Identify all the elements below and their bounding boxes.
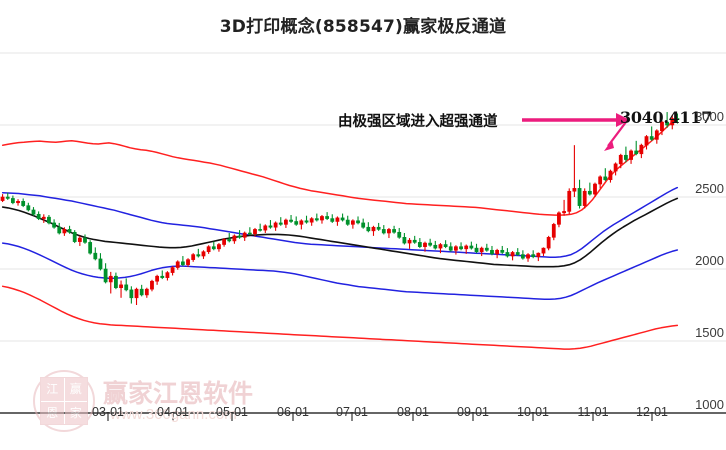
annotation-label: 由极强区域进入超强通道 [338,114,498,130]
y-axis-tick-label: 3000 [695,109,724,124]
watermark-brand: 赢家江恩软件 [103,379,254,408]
x-axis-tick-label: 10-01 [517,405,549,419]
current-price-label: 3040.4117 [620,108,712,127]
y-axis-tick-label: 2000 [695,253,724,268]
x-axis-tick-label: 12-01 [636,405,668,419]
watermark-seal-icon: 江 赢 恩 家 [33,370,95,432]
watermark-url: www.360gann.com [110,406,237,423]
x-axis-tick-label: 09-01 [457,405,489,419]
x-axis-tick-label: 08-01 [397,405,429,419]
x-axis-tick-label: 04-01 [157,405,189,419]
x-axis-tick-label: 06-01 [277,405,309,419]
page-title: 3D打印概念(858547)赢家极反通道 [219,17,507,37]
seal-char-1: 赢 [64,378,87,401]
watermark-seal-inner: 江 赢 恩 家 [40,377,88,425]
x-axis-tick-label: 03-01 [92,405,124,419]
seal-char-0: 江 [41,378,64,401]
y-axis-tick-label: 2500 [695,181,724,196]
x-axis-tick-label: 11-01 [577,405,609,419]
seal-char-2: 恩 [41,401,64,424]
y-axis-tick-label: 1500 [695,325,724,340]
x-axis-tick-label: 05-01 [216,405,248,419]
x-axis-tick-label: 07-01 [336,405,368,419]
y-axis-tick-label: 1000 [695,397,724,412]
seal-char-3: 家 [64,401,87,424]
